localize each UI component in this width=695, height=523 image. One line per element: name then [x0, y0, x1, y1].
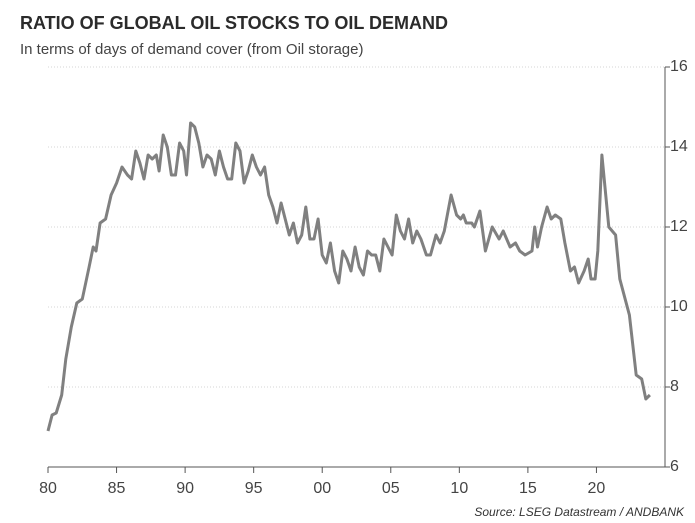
x-tick-label: 15	[519, 480, 537, 497]
x-tick-label: 95	[245, 480, 263, 497]
y-tick-label: 14	[670, 138, 688, 155]
x-tick-label: 05	[382, 480, 400, 497]
y-tick-label: 12	[670, 218, 688, 235]
x-tick-label: 90	[176, 480, 194, 497]
chart-subtitle: In terms of days of demand cover (from O…	[20, 41, 363, 58]
x-tick-label: 00	[313, 480, 331, 497]
source-note: Source: LSEG Datastream / ANDBANK	[474, 505, 685, 519]
x-tick-label: 10	[450, 480, 468, 497]
y-tick-label: 16	[670, 58, 688, 75]
data-line	[46, 121, 651, 432]
x-tick-label: 85	[108, 480, 126, 497]
y-tick-label: 6	[670, 458, 679, 475]
x-tick-label: 20	[588, 480, 606, 497]
y-tick-label: 10	[670, 298, 688, 315]
y-tick-label: 8	[670, 378, 679, 395]
chart-title: RATIO OF GLOBAL OIL STOCKS TO OIL DEMAND	[20, 13, 448, 33]
x-tick-label: 80	[39, 480, 57, 497]
